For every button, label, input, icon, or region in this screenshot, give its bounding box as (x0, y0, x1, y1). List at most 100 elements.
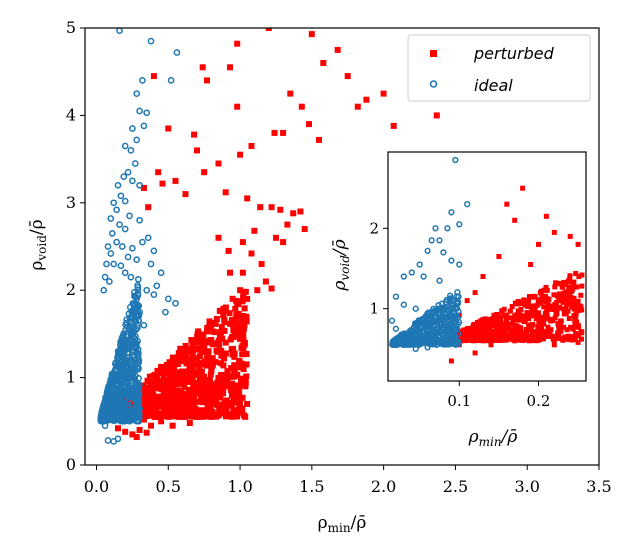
point-perturbed (509, 304, 515, 309)
point-perturbed (232, 305, 239, 312)
point-perturbed (306, 121, 312, 128)
point-perturbed (569, 303, 575, 309)
point-perturbed (504, 317, 509, 323)
point-perturbed (512, 300, 518, 306)
point-ideal (464, 201, 471, 208)
point-perturbed (239, 269, 246, 276)
point-perturbed (237, 151, 244, 158)
point-ideal (127, 147, 135, 154)
point-perturbed (228, 365, 235, 372)
point-ideal (99, 404, 107, 412)
point-perturbed (558, 297, 564, 303)
point-perturbed (564, 297, 570, 303)
point-perturbed (475, 323, 481, 329)
y-tick-label: 2 (369, 219, 379, 237)
point-perturbed (462, 327, 468, 333)
point-perturbed (484, 322, 490, 328)
point-perturbed (228, 402, 235, 409)
point-ideal (416, 317, 423, 324)
point-perturbed (574, 319, 580, 325)
point-perturbed (557, 305, 563, 310)
point-perturbed (240, 294, 247, 301)
point-perturbed (497, 318, 503, 324)
point-perturbed (201, 346, 207, 353)
point-perturbed (142, 393, 149, 400)
x-tick-label: 3.5 (586, 477, 611, 496)
point-ideal (129, 346, 137, 354)
x-tick-label: 0.2 (527, 392, 551, 410)
point-ideal (436, 277, 443, 284)
point-ideal (140, 122, 148, 130)
point-perturbed (543, 213, 549, 219)
point-perturbed (230, 373, 237, 380)
point-perturbed (218, 401, 225, 408)
point-perturbed (205, 383, 212, 390)
point-perturbed (227, 336, 234, 343)
point-perturbed (485, 327, 491, 333)
point-perturbed (205, 348, 212, 355)
point-perturbed (565, 308, 571, 314)
legend-box (407, 34, 591, 102)
point-perturbed (170, 401, 177, 408)
point-perturbed (210, 320, 216, 326)
point-ideal (120, 173, 128, 180)
point-perturbed (542, 294, 548, 300)
point-ideal (130, 307, 138, 315)
point-perturbed (503, 331, 509, 337)
point-ideal (121, 269, 129, 277)
point-perturbed (163, 381, 169, 387)
point-perturbed (186, 407, 192, 414)
point-perturbed (219, 388, 226, 395)
point-perturbed (488, 332, 494, 338)
point-perturbed (151, 382, 158, 389)
point-perturbed (184, 391, 190, 398)
point-perturbed (535, 297, 541, 303)
point-perturbed (544, 305, 550, 311)
point-perturbed (235, 388, 242, 395)
point-ideal (407, 338, 414, 345)
point-ideal (400, 301, 407, 308)
point-ideal (127, 273, 135, 281)
point-perturbed (515, 308, 521, 314)
point-perturbed (511, 317, 516, 323)
point-perturbed (465, 329, 471, 335)
main-y-axis-label: ρvoid/ρ̄ (27, 219, 49, 270)
point-perturbed (163, 377, 170, 384)
point-perturbed (504, 201, 510, 207)
point-perturbed (521, 297, 527, 303)
point-perturbed (297, 208, 304, 215)
point-ideal (134, 275, 142, 283)
point-perturbed (494, 325, 500, 331)
point-perturbed (543, 314, 549, 320)
point-perturbed (191, 131, 198, 138)
point-ideal (128, 330, 136, 337)
point-perturbed (210, 381, 217, 388)
point-perturbed (496, 254, 502, 259)
point-perturbed (230, 345, 237, 352)
point-perturbed (191, 392, 198, 399)
point-perturbed (554, 300, 560, 305)
point-perturbed (519, 331, 525, 337)
point-ideal (446, 295, 453, 303)
point-perturbed (334, 46, 341, 53)
point-perturbed (257, 204, 264, 211)
y-tick-label: 2 (66, 280, 76, 299)
point-ideal (114, 370, 122, 378)
point-perturbed (230, 412, 237, 419)
point-perturbed (553, 333, 559, 339)
point-perturbed (159, 413, 166, 420)
point-perturbed (308, 31, 315, 38)
point-perturbed (226, 310, 233, 317)
point-perturbed (203, 412, 210, 419)
point-perturbed (235, 298, 241, 305)
point-perturbed (158, 386, 165, 393)
point-perturbed (214, 402, 221, 409)
point-ideal (147, 37, 155, 45)
point-perturbed (468, 335, 474, 341)
point-perturbed (234, 40, 241, 47)
inset-ticks: 0.1 0.2 1 2 (369, 219, 550, 410)
point-perturbed (152, 397, 159, 403)
point-perturbed (539, 294, 545, 300)
point-perturbed (196, 353, 203, 360)
point-perturbed (207, 371, 214, 378)
